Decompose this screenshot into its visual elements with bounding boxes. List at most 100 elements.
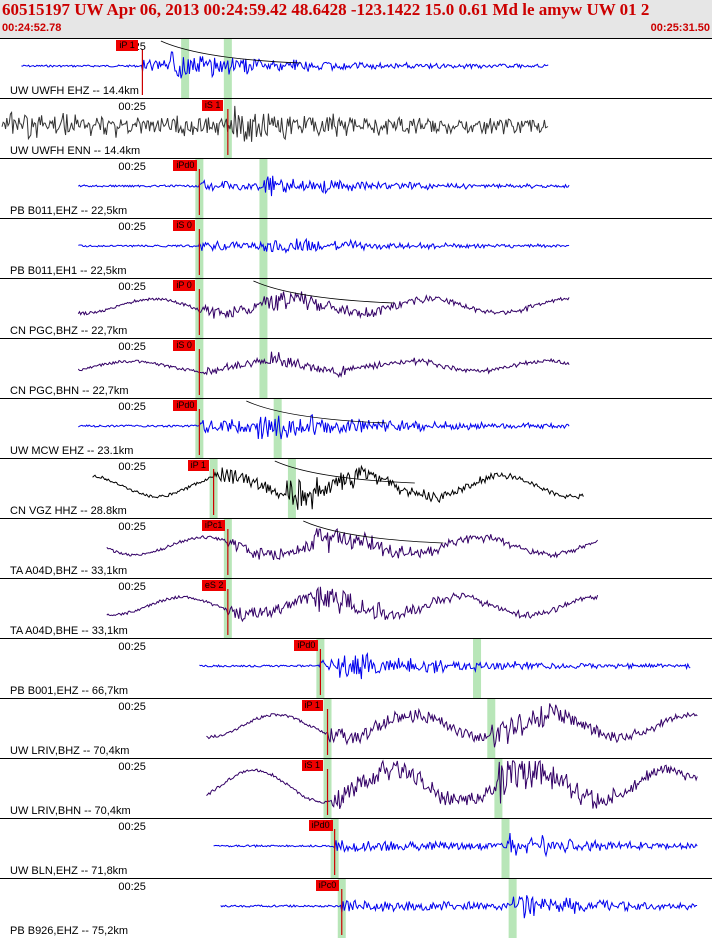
trace-panel[interactable]: 00:25 iPd0 PB B011,EHZ -- 22,5km — [0, 158, 712, 218]
coda-duration-curve — [246, 400, 387, 424]
waveform-plot — [220, 879, 698, 938]
pick-window-band — [259, 159, 268, 218]
trace-panel[interactable]: 00:25 iP 1 UW LRIV,BHZ -- 70,4km — [0, 698, 712, 758]
event-title: 60515197 UW Apr 06, 2013 00:24:59.42 48.… — [2, 0, 650, 19]
trace-panel[interactable]: 00:25 iP 0 CN PGC,BHZ -- 22,7km — [0, 278, 712, 338]
pick-window-band — [473, 639, 482, 698]
phase-pick-flag[interactable]: eS 2 — [201, 580, 227, 591]
waveform-plot — [78, 219, 570, 278]
phase-pick-flag[interactable]: iP 1 — [301, 700, 323, 711]
window-end-time: 00:25:31.50 — [650, 22, 710, 34]
station-channel-label: UW LRIV,BHZ -- 70,4km — [10, 745, 130, 757]
time-tick-label: 00:25 — [118, 701, 146, 713]
seismogram-trace — [220, 895, 698, 919]
phase-pick-flag[interactable]: iPc0 — [315, 880, 340, 891]
time-tick-label: 00:25 — [118, 281, 146, 293]
station-channel-label: PB B011,EH1 -- 22,5km — [10, 265, 127, 277]
trace-panel[interactable]: 00:25 iS 1 UW UWFH ENN -- 14.4km — [0, 98, 712, 158]
time-tick-label: 00:25 — [118, 521, 146, 533]
waveform-plot — [106, 519, 598, 578]
station-channel-label: UW LRIV,BHN -- 70,4km — [10, 805, 131, 817]
trace-panel[interactable]: 00:25 iPc1 TA A04D,BHZ -- 33,1km — [0, 518, 712, 578]
trace-panel[interactable]: 00:25 iS 0 PB B011,EH1 -- 22,5km — [0, 218, 712, 278]
seismogram-trace — [92, 464, 584, 510]
time-tick-label: 00:25 — [118, 461, 146, 473]
trace-panel[interactable]: 00:25 iPd0 UW MCW EHZ -- 23.1km — [0, 398, 712, 458]
time-tick-label: 00:25 — [118, 161, 146, 173]
waveform-plot — [77, 159, 570, 218]
pick-window-band — [259, 339, 268, 398]
time-tick-label: 00:25 — [118, 221, 146, 233]
phase-pick-flag[interactable]: iP 1 — [116, 40, 138, 51]
time-tick-label: 00:25 — [118, 101, 146, 113]
station-channel-label: PB B001,EHZ -- 66,7km — [10, 685, 128, 697]
event-header: 60515197 UW Apr 06, 2013 00:24:59.42 48.… — [0, 0, 712, 38]
station-channel-label: TA A04D,BHZ -- 33,1km — [10, 565, 128, 577]
seismogram-trace — [78, 413, 570, 440]
waveform-plot — [1, 99, 549, 158]
time-tick-label: 00:25 — [118, 881, 146, 893]
coda-duration-curve — [303, 520, 444, 544]
seismogram-trace — [106, 586, 599, 623]
pick-window-band — [508, 879, 517, 938]
waveform-plot — [106, 579, 599, 638]
station-channel-label: CN PGC,BHN -- 22,7km — [10, 385, 129, 397]
trace-panel[interactable]: 00:25 iP 1 CN VGZ HHZ -- 28.8km — [0, 458, 712, 518]
time-tick-label: 00:25 — [118, 581, 146, 593]
phase-pick-flag[interactable]: iS 0 — [173, 220, 195, 231]
phase-pick-flag[interactable]: iPd0 — [308, 820, 333, 831]
phase-pick-flag[interactable]: iPd0 — [294, 640, 319, 651]
station-channel-label: CN PGC,BHZ -- 22,7km — [10, 325, 128, 337]
seismogram-trace — [77, 291, 570, 319]
waveform-plot — [78, 399, 570, 458]
waveform-plot — [92, 459, 584, 518]
pick-window-band — [223, 39, 232, 98]
waveform-plot — [206, 759, 698, 818]
trace-panel[interactable]: 00:25 iS 0 CN PGC,BHN -- 22,7km — [0, 338, 712, 398]
coda-duration-curve — [253, 280, 394, 304]
station-channel-label: UW UWFH EHZ -- 14.4km — [10, 85, 139, 97]
phase-pick-flag[interactable]: iPd0 — [173, 400, 198, 411]
station-channel-label: PB B011,EHZ -- 22,5km — [10, 205, 128, 217]
waveform-plot — [199, 639, 691, 698]
phase-pick-flag[interactable]: iPc1 — [201, 520, 226, 531]
seismogram-trace — [21, 51, 549, 79]
phase-pick-flag[interactable]: iPd0 — [173, 160, 198, 171]
phase-pick-flag[interactable]: iS 1 — [201, 100, 224, 111]
seismogram-trace — [199, 652, 691, 680]
trace-panel[interactable]: 00:25 iPd0 UW BLN,EHZ -- 71,8km — [0, 818, 712, 878]
trace-panels[interactable]: 00:25 iP 1 UW UWFH EHZ -- 14.4km 00:25 iS 1 U… — [0, 38, 712, 938]
waveform-plot — [77, 339, 570, 398]
time-tick-label: 00:25 — [118, 401, 146, 413]
phase-pick-flag[interactable]: iP 0 — [173, 280, 195, 291]
trace-panel[interactable]: 00:25 iS 1 UW LRIV,BHN -- 70,4km — [0, 758, 712, 818]
pick-window-band — [181, 39, 190, 98]
phase-pick-flag[interactable]: iS 0 — [173, 340, 195, 351]
station-channel-label: TA A04D,BHE -- 33,1km — [10, 625, 128, 637]
trace-panel[interactable]: 00:25 eS 2 TA A04D,BHE -- 33,1km — [0, 578, 712, 638]
phase-pick-flag[interactable]: iP 1 — [187, 460, 209, 471]
seismogram-trace — [206, 759, 698, 809]
station-channel-label: UW UWFH ENN -- 14.4km — [10, 145, 141, 157]
coda-duration-curve — [274, 460, 415, 484]
seismogram-trace — [106, 527, 598, 561]
seismogram-trace — [213, 832, 698, 858]
coda-duration-curve — [160, 40, 301, 64]
seismogram-trace — [78, 237, 570, 254]
station-channel-label: CN VGZ HHZ -- 28.8km — [10, 505, 127, 517]
seismogram-trace — [77, 175, 570, 197]
trace-panel[interactable]: 00:25 iPd0 PB B001,EHZ -- 66,7km — [0, 638, 712, 698]
waveform-plot — [213, 819, 698, 878]
phase-pick-flag[interactable]: iS 1 — [301, 760, 324, 771]
time-tick-label: 00:25 — [118, 761, 146, 773]
waveform-plot — [206, 699, 698, 758]
pick-window-band — [259, 279, 268, 338]
time-tick-label: 00:25 — [118, 641, 146, 653]
window-start-time: 00:24:52.78 — [2, 22, 62, 34]
trace-panel[interactable]: 00:25 iPc0 PB B926,EHZ -- 75,2km — [0, 878, 712, 938]
seismogram-trace — [77, 351, 570, 378]
station-channel-label: UW BLN,EHZ -- 71,8km — [10, 865, 128, 877]
time-tick-label: 00:25 — [118, 821, 146, 833]
seismogram-trace — [206, 703, 698, 748]
